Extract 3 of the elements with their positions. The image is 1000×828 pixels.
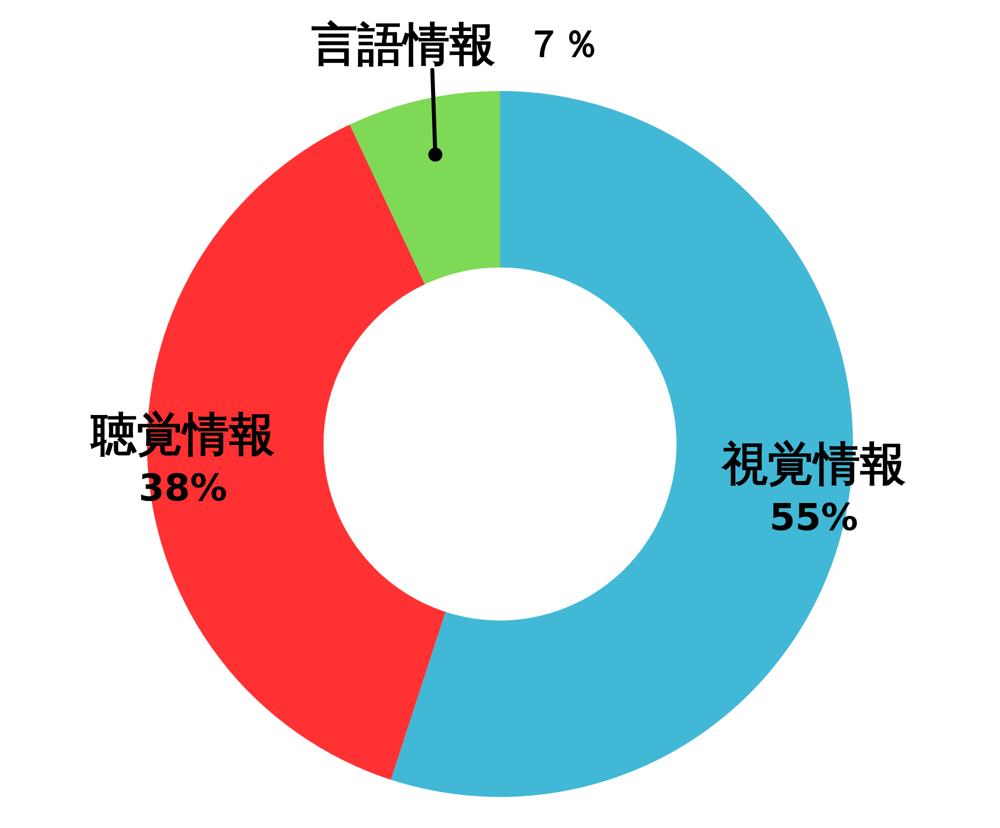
donut-slice <box>350 91 500 284</box>
data-label: ７％ <box>525 22 600 66</box>
slice-label: 言語情報 <box>310 17 496 71</box>
